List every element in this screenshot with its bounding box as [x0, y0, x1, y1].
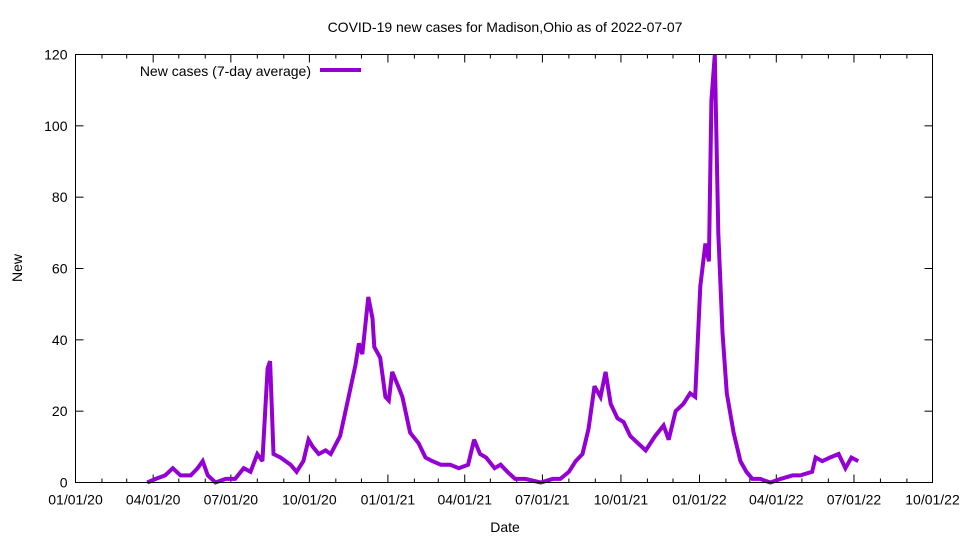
y-tick-label: 100 — [44, 118, 68, 134]
x-tick-label: 04/01/20 — [126, 492, 181, 508]
x-tick-label: 07/01/22 — [827, 492, 882, 508]
x-tick-label: 07/01/21 — [515, 492, 570, 508]
y-tick-label: 120 — [44, 47, 68, 63]
axis-ticks: 0 20 40 60 80 100 120 01/01/20 04/01/20 07/01/20 1… — [44, 47, 960, 508]
legend: New cases (7-day average) — [140, 63, 361, 79]
x-tick-label: 10/01/22 — [905, 492, 960, 508]
y-tick-label: 0 — [60, 475, 68, 491]
series-layer — [147, 54, 858, 482]
x-tick-label: 04/01/22 — [749, 492, 804, 508]
x-tick-label: 10/01/21 — [594, 492, 649, 508]
series-line — [147, 55, 858, 483]
x-tick-label: 07/01/20 — [204, 492, 259, 508]
x-tick-label: 10/01/20 — [282, 492, 337, 508]
chart-title: COVID-19 new cases for Madison,Ohio as o… — [328, 19, 683, 35]
x-axis-label: Date — [490, 519, 520, 535]
y-tick-label: 60 — [52, 261, 68, 277]
y-tick-label: 20 — [52, 403, 68, 419]
x-tick-label: 01/01/22 — [672, 492, 727, 508]
x-tick-label: 04/01/21 — [437, 492, 492, 508]
y-axis-label: New — [9, 253, 25, 282]
x-tick-label: 01/01/20 — [48, 492, 103, 508]
x-tick-label: 01/01/21 — [361, 492, 416, 508]
y-tick-label: 80 — [52, 189, 68, 205]
y-tick-label: 40 — [52, 332, 68, 348]
plot-frame — [76, 55, 933, 483]
legend-label: New cases (7-day average) — [140, 63, 311, 79]
